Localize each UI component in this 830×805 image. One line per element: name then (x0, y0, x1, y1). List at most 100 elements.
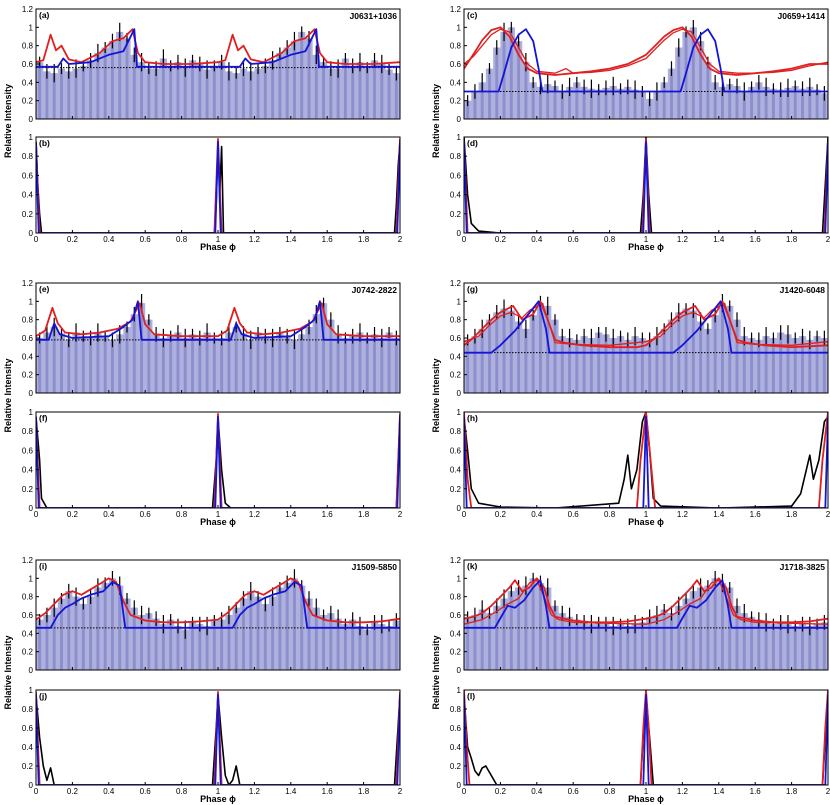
panel-label: (h) (467, 413, 478, 423)
profile-bar (801, 88, 804, 119)
model-red-curve-2 (464, 579, 828, 625)
profile-bar (103, 582, 107, 670)
x-tick-label: 2 (826, 235, 830, 244)
plot-area (464, 294, 828, 393)
y-axis-label: Relative Intensity (431, 84, 441, 158)
y-tick-label: 1.2 (450, 5, 462, 14)
profile-bar (118, 334, 122, 393)
profile-bar (351, 336, 355, 393)
profile-bar (750, 616, 754, 670)
profile-bar (343, 624, 347, 670)
x-axis-label: Phase ϕ (200, 517, 236, 527)
y-tick-label: 0 (457, 781, 462, 790)
profile-bar (575, 339, 579, 393)
profile-bar (373, 334, 376, 393)
y-tick-label: 0.4 (22, 743, 34, 752)
profile-bar (125, 598, 129, 670)
profile-bar (808, 86, 812, 119)
profile-bar (249, 591, 253, 670)
profile-bar (662, 328, 666, 393)
profile-bar (314, 54, 318, 119)
y-tick-label: 0.4 (450, 78, 462, 87)
y-tick-label: 0 (29, 666, 34, 675)
profile-bar (473, 91, 477, 119)
y-tick-label: 0.6 (22, 724, 34, 733)
x-tick-label: 1.8 (786, 787, 798, 796)
y-tick-label: 0.8 (450, 705, 462, 714)
model-red-curve (464, 577, 828, 624)
profile-bar (358, 62, 362, 119)
x-tick-label: 0.6 (140, 787, 152, 796)
y-tick-label: 0.2 (450, 648, 462, 657)
profile-bar (611, 86, 615, 119)
profile-bar (234, 73, 238, 119)
profile-bar (750, 338, 754, 393)
panel-label: (i) (39, 561, 47, 571)
profile-bar (568, 338, 572, 393)
y-tick-label: 1.2 (450, 279, 462, 288)
profile-bar (626, 339, 630, 393)
y-tick-label: 0.4 (450, 629, 462, 638)
x-tick-label: 2 (826, 510, 830, 519)
profile-bar (524, 62, 528, 119)
profile-bar (52, 73, 56, 119)
x-tick-label: 0.6 (568, 787, 580, 796)
profile-bar (110, 339, 114, 393)
y-tick-label: 1.2 (22, 279, 34, 288)
profile-bar (764, 336, 768, 393)
y-tick-label: 0 (457, 229, 462, 238)
profile-bar (234, 607, 238, 670)
profile-bar (793, 626, 797, 670)
profile-bar (263, 65, 267, 119)
profile-bar (89, 596, 93, 670)
profile-bar (67, 591, 71, 670)
profile-bar (74, 332, 78, 393)
profile-bar (509, 591, 513, 670)
profile-bar (380, 64, 384, 119)
x-tick-label: 1.2 (677, 235, 689, 244)
profile-bar (292, 41, 296, 119)
model-red-curve (464, 26, 828, 76)
x-tick-label: 1.2 (677, 787, 689, 796)
profile-bar (582, 336, 586, 393)
x-tick-label: 2 (398, 235, 403, 244)
profile-bar (822, 93, 826, 119)
profile-bar (198, 624, 202, 670)
x-tick-label: 0.8 (176, 510, 188, 519)
y-tick-label: 0.6 (450, 611, 462, 620)
profile-bar (735, 86, 739, 119)
y-tick-label: 0.6 (450, 334, 462, 343)
profile-bar (307, 38, 311, 119)
plot-area (464, 412, 828, 508)
profile-bar (597, 332, 601, 393)
profile-bar (488, 68, 491, 119)
profile-bar (815, 624, 819, 670)
profile-bar (60, 68, 63, 119)
y-tick-label: 0 (457, 504, 462, 513)
profile-bar (300, 31, 304, 119)
profile-bar (582, 86, 586, 119)
profile-bar (568, 86, 572, 119)
profile-bar (786, 87, 790, 119)
profile-bar (670, 68, 673, 119)
model-blue-curve (36, 581, 400, 629)
profile-bar (314, 314, 318, 393)
profile-bar (300, 334, 304, 393)
profile-bar (387, 626, 391, 670)
profile-bar (351, 619, 355, 670)
profile-bar (278, 587, 282, 670)
profile-bar (278, 53, 282, 119)
y-tick-label: 1 (29, 297, 34, 306)
profile-bar (720, 582, 724, 670)
y-tick-label: 1 (29, 686, 34, 695)
y-tick-label: 0.2 (450, 485, 462, 494)
profile-bar (611, 626, 615, 670)
profile-bar (473, 336, 477, 393)
profile-bar (263, 336, 267, 393)
x-tick-label: 0.6 (568, 235, 580, 244)
panel-label: (f) (39, 413, 48, 423)
profile-bar (285, 582, 289, 670)
profile-bar (495, 312, 499, 393)
profile-bar (597, 622, 601, 670)
